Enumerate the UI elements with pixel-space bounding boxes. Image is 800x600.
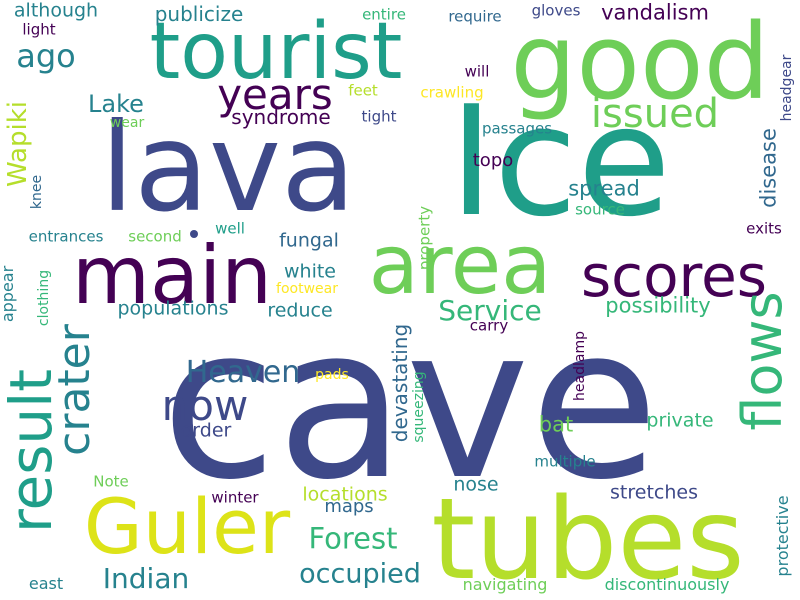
word-private: private: [646, 409, 714, 432]
word-tight: tight: [361, 107, 397, 126]
word-headlamp: headlamp: [572, 331, 588, 401]
word-protective: protective: [773, 495, 792, 577]
word-possibility: possibility: [605, 293, 711, 318]
word-flows: flows: [731, 291, 794, 431]
word-well: well: [215, 219, 245, 238]
word-tourist: tourist: [149, 7, 403, 97]
word-discontinuously: discontinuously: [604, 575, 730, 594]
word-entrances: entrances: [28, 227, 104, 246]
word-source: source: [575, 200, 625, 219]
word-vandalism: vandalism: [601, 0, 709, 25]
word-second: second: [128, 227, 182, 246]
word-area: area: [368, 218, 552, 313]
word-feet: feet: [348, 81, 378, 100]
word-maps: maps: [324, 496, 374, 517]
word-headgear: headgear: [779, 54, 795, 122]
word-wear: wear: [109, 115, 145, 131]
word-crawling: crawling: [420, 83, 484, 102]
word-white: white: [284, 260, 336, 283]
word-lava: lava: [100, 97, 356, 239]
word-guler: Guler: [83, 482, 291, 571]
word-years: years: [217, 70, 333, 119]
word-appear: appear: [0, 265, 17, 323]
word-locations: locations: [302, 483, 388, 506]
word-light: light: [22, 20, 56, 39]
word-main: main: [72, 229, 272, 322]
word-disease: disease: [756, 128, 781, 208]
word-scores: scores: [580, 242, 768, 310]
word-east: east: [28, 574, 64, 593]
word-require: require: [448, 7, 502, 26]
word-now: now: [161, 381, 249, 430]
word-good: good: [510, 1, 770, 123]
word-note: Note: [93, 472, 129, 491]
word-exits: exits: [746, 219, 782, 238]
word-footwear: footwear: [276, 281, 338, 297]
word-property: property: [415, 205, 434, 271]
word-heaven: Heaven: [185, 355, 301, 390]
word-lake: Lake: [88, 90, 144, 118]
word-passages: passages: [481, 119, 553, 138]
word-forest: Forest: [308, 521, 398, 556]
word-squeezing: squeezing: [411, 371, 427, 443]
word-nose: nose: [453, 473, 499, 496]
word-reduce: reduce: [267, 299, 333, 322]
word-ice: Ice: [449, 73, 671, 250]
word-winter: winter: [211, 488, 259, 507]
word-will: will: [464, 62, 490, 81]
word-bat: bat: [538, 412, 574, 437]
word-gloves: gloves: [531, 1, 581, 20]
word-stretches: stretches: [610, 481, 698, 504]
word-indian: Indian: [102, 562, 190, 595]
word-occupied: occupied: [299, 558, 421, 590]
word-tubes: tubes: [431, 475, 745, 600]
word-fungal: fungal: [279, 229, 339, 252]
word-multiple: multiple: [534, 452, 596, 471]
word-carry: carry: [469, 316, 509, 335]
word-navigating: navigating: [462, 575, 548, 594]
word-order: order: [180, 419, 232, 442]
word-clothing: clothing: [36, 269, 52, 327]
dot-mark: [190, 230, 198, 238]
word-issued: issued: [590, 91, 720, 137]
word-spread: spread: [568, 176, 640, 201]
word-crater: crater: [49, 324, 100, 456]
word-although: although: [13, 0, 99, 22]
word-syndrome: syndrome: [231, 105, 331, 129]
word-entire: entire: [362, 5, 406, 24]
word-service: Service: [438, 294, 542, 327]
word-publicize: publicize: [154, 2, 244, 26]
word-pads: pads: [315, 367, 349, 383]
word-wapiki: Wapiki: [3, 101, 33, 187]
word-ago: ago: [16, 37, 76, 75]
word-cave: cave: [161, 281, 659, 526]
word-populations: populations: [117, 297, 229, 320]
word-knee: knee: [29, 174, 45, 210]
word-topo: topo: [472, 150, 514, 171]
word-devastating: devastating: [388, 323, 412, 443]
